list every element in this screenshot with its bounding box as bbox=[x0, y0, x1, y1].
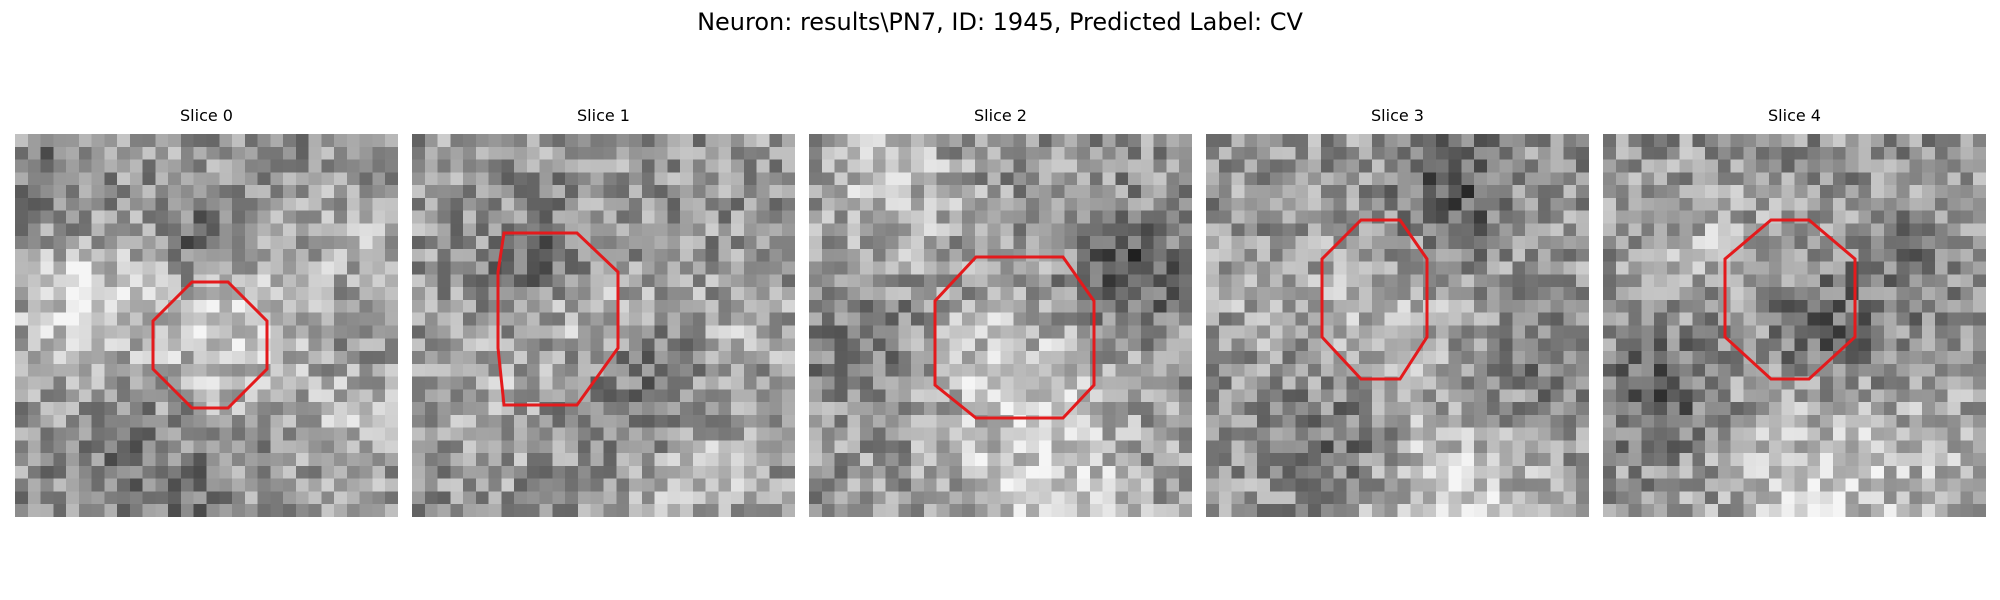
slice-image-1 bbox=[412, 134, 795, 517]
roi-octagon-4 bbox=[1723, 218, 1857, 381]
slice-title-1: Slice 1 bbox=[577, 106, 630, 125]
slice-panel-0: Slice 0 bbox=[15, 106, 398, 517]
slice-image-4 bbox=[1603, 134, 1986, 517]
roi-octagon-2 bbox=[933, 255, 1096, 420]
slice-outline-1 bbox=[496, 231, 620, 407]
slice-image-2 bbox=[809, 134, 1192, 517]
roi-octagon-0 bbox=[151, 280, 269, 410]
roi-octagon-1 bbox=[496, 231, 620, 407]
slice-image-0 bbox=[15, 134, 398, 517]
slice-image-3 bbox=[1206, 134, 1589, 517]
slice-title-3: Slice 3 bbox=[1371, 106, 1424, 125]
slice-panel-1: Slice 1 bbox=[412, 106, 795, 517]
slice-title-0: Slice 0 bbox=[180, 106, 233, 125]
slice-title-2: Slice 2 bbox=[974, 106, 1027, 125]
slice-outline-3 bbox=[1320, 218, 1429, 381]
slice-panel-4: Slice 4 bbox=[1603, 106, 1986, 517]
slice-panel-3: Slice 3 bbox=[1206, 106, 1589, 517]
roi-octagon-3 bbox=[1320, 218, 1429, 381]
figure-title: Neuron: results\PN7, ID: 1945, Predicted… bbox=[697, 8, 1303, 36]
slice-outline-0 bbox=[151, 280, 269, 410]
slice-panel-2: Slice 2 bbox=[809, 106, 1192, 517]
slice-outline-4 bbox=[1723, 218, 1857, 381]
slice-title-4: Slice 4 bbox=[1768, 106, 1821, 125]
slice-outline-2 bbox=[933, 255, 1096, 420]
